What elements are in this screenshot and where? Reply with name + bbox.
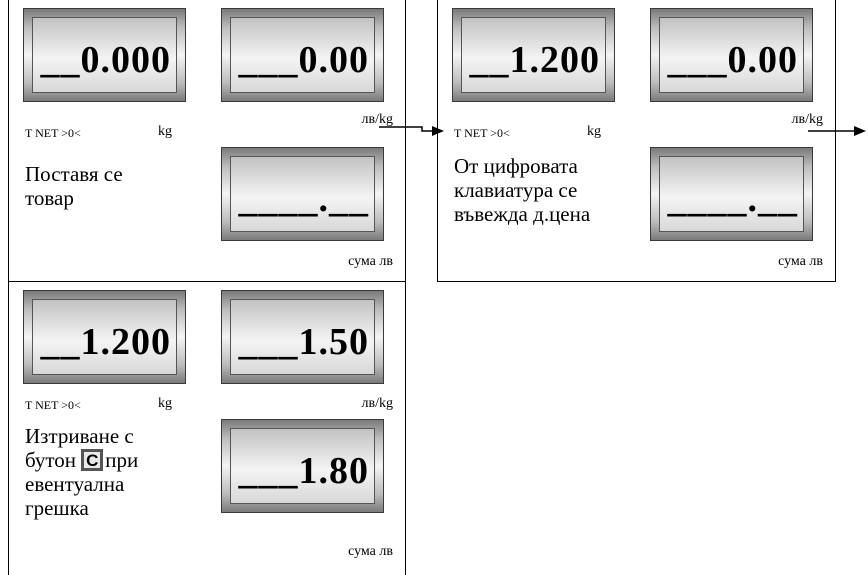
sum-unit: сума лв (348, 544, 393, 559)
sum-value: ____.__ (667, 178, 798, 220)
instruction-after-key: при (105, 448, 139, 472)
price-display-face (659, 17, 804, 93)
sum-display-face (230, 428, 375, 504)
price-display: ___1.50 (221, 290, 384, 384)
display-panel-3: __1.200 ___1.50 T NET >0< kg лв/kg Изтри… (8, 281, 406, 575)
sum-display-face (230, 156, 375, 232)
sum-display-face (659, 156, 804, 232)
sum-unit: сума лв (348, 254, 393, 269)
price-display-face (230, 299, 375, 375)
weight-value: __1.200 (469, 39, 600, 81)
weight-value: __0.000 (40, 39, 171, 81)
sum-display: ____.__ (221, 147, 384, 241)
sum-display: ___1.80 (221, 419, 384, 513)
weight-display: __1.200 (452, 8, 615, 102)
weight-display: __0.000 (23, 8, 186, 102)
instruction-line-3: евентуална (25, 472, 125, 496)
weight-display-face (32, 17, 177, 93)
arrow-panel1-to-panel2 (379, 126, 433, 132)
sum-unit: сума лв (778, 254, 823, 269)
price-display-face (230, 17, 375, 93)
instruction-before-key: бутон (25, 448, 77, 472)
weight-display-face (461, 17, 606, 93)
clear-key-icon: C (81, 449, 104, 471)
weight-unit: kg (158, 124, 172, 139)
instruction-text: От цифровата клавиатура се въвежда д.цен… (454, 154, 591, 226)
price-unit: лв/kg (361, 396, 394, 411)
weight-display-face (32, 299, 177, 375)
sum-value: ___1.80 (238, 450, 369, 492)
weight-display: __1.200 (23, 290, 186, 384)
instruction-line-1: Изтриване с (25, 424, 134, 448)
instruction-line-4: грешка (25, 496, 89, 520)
price-value: ___1.50 (238, 321, 369, 363)
weight-unit: kg (587, 124, 601, 139)
price-value: ___0.00 (667, 39, 798, 81)
price-unit: лв/kg (361, 112, 394, 127)
price-value: ___0.00 (238, 39, 369, 81)
instruction-text: Поставя се товар (25, 162, 123, 210)
price-display: ___0.00 (221, 8, 384, 102)
display-panel-2: __1.200 ___0.00 T NET >0< kg лв/kg От ци… (437, 0, 836, 282)
arrow-head-2 (854, 126, 866, 136)
weight-value: __1.200 (40, 321, 171, 363)
weight-unit: kg (158, 396, 172, 411)
arrow-head-1 (432, 126, 444, 136)
sum-value: ____.__ (238, 178, 369, 220)
price-unit: лв/kg (791, 112, 824, 127)
display-panel-1: __0.000 ___0.00 T NET >0< kg лв/kg Поста… (8, 0, 406, 282)
price-display: ___0.00 (650, 8, 813, 102)
status-indicators: T NET >0< (454, 126, 510, 140)
status-indicators: T NET >0< (25, 398, 81, 412)
clear-key-label: C (86, 451, 99, 470)
sum-display: ____.__ (650, 147, 813, 241)
status-indicators: T NET >0< (25, 126, 81, 140)
